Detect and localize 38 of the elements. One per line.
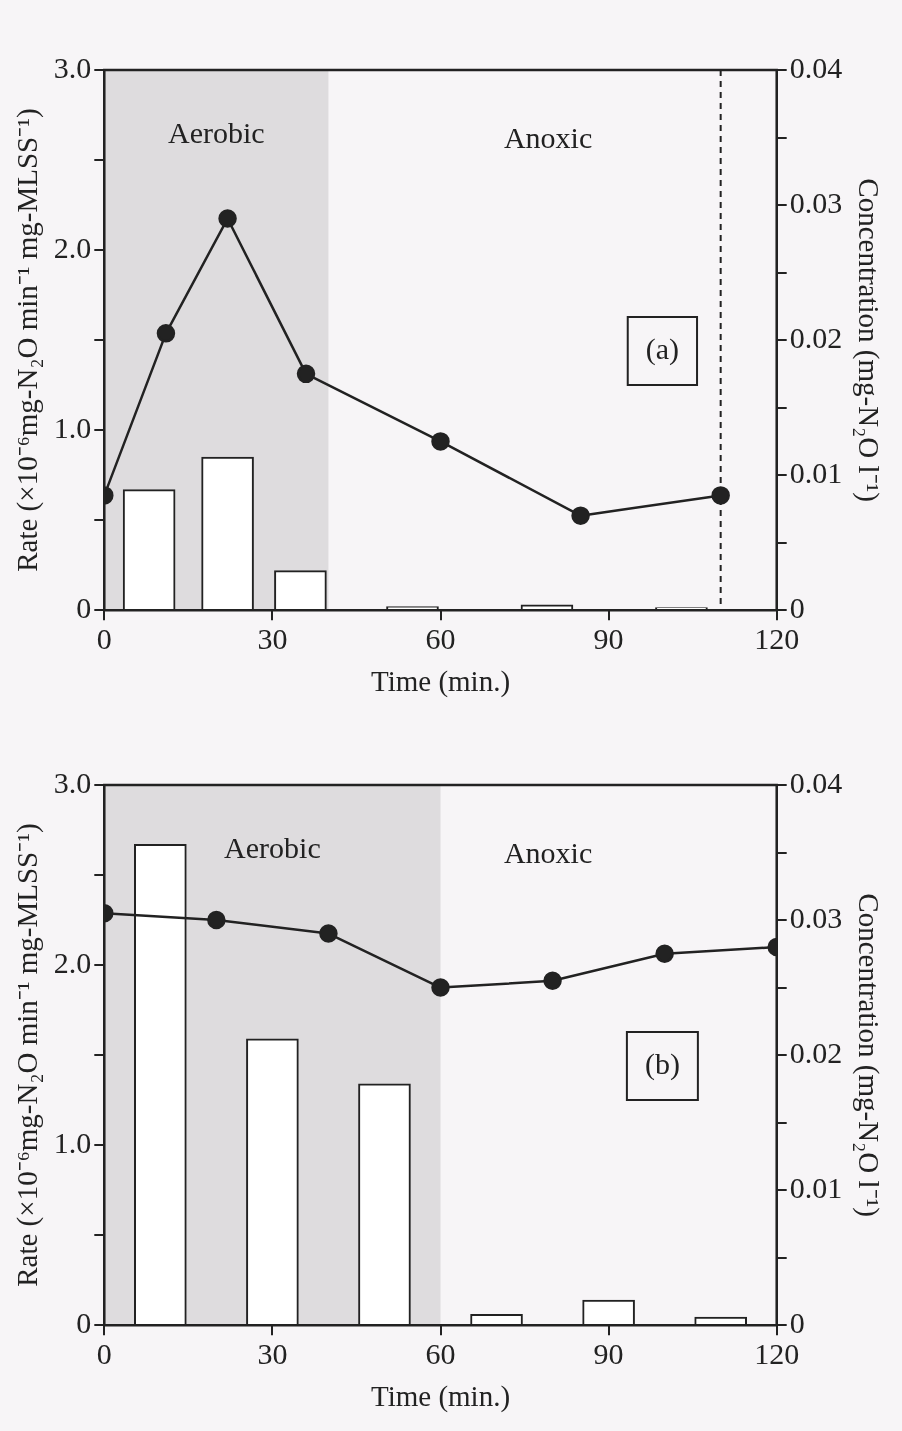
y-axis-title: Rate (×10⁻⁶mg-N₂O min⁻¹ mg-MLSS⁻¹) — [11, 823, 45, 1287]
y2-axis-title: Concentration (mg-N₂O l⁻¹) — [851, 178, 885, 502]
x-axis-title: Time (min.) — [370, 665, 511, 699]
y-tick-label: 2.0 — [53, 945, 92, 979]
x-tick-label: 30 — [257, 1337, 288, 1371]
annotation: Anoxic — [503, 121, 593, 155]
y2-tick-label: 0.01 — [789, 1171, 843, 1205]
y2-tick-label: 0.02 — [789, 320, 843, 354]
y2-tick-label: 0.03 — [789, 185, 843, 219]
y2-tick-label: 0.03 — [789, 900, 843, 934]
band-label: Aerobic — [224, 830, 321, 864]
band-label: Aerobic — [168, 115, 265, 149]
y-tick-label: 2.0 — [53, 230, 92, 264]
x-tick-label: 120 — [754, 1337, 800, 1371]
y-tick-label: 1.0 — [53, 1126, 92, 1160]
y2-axis-title: Concentration (mg-N₂O l⁻¹) — [851, 893, 885, 1217]
y-tick-label: 3.0 — [53, 765, 92, 799]
x-tick-label: 120 — [754, 622, 800, 656]
y-tick-label: 3.0 — [53, 50, 92, 84]
y2-tick-label: 0.02 — [789, 1035, 843, 1069]
x-tick-label: 90 — [593, 622, 624, 656]
x-tick-label: 60 — [425, 622, 456, 656]
annotation: Anoxic — [503, 836, 593, 870]
y2-tick-label: 0.01 — [789, 456, 843, 490]
annotation: (b) — [644, 1046, 680, 1081]
x-axis-title: Time (min.) — [370, 1380, 511, 1414]
y-tick-label: 0 — [76, 1306, 92, 1340]
y2-tick-label: 0.04 — [789, 50, 843, 84]
y2-tick-label: 0.04 — [789, 765, 843, 799]
y-tick-label: 0 — [76, 591, 92, 625]
x-tick-label: 30 — [257, 622, 288, 656]
y-tick-label: 1.0 — [53, 411, 92, 445]
x-tick-label: 60 — [425, 1337, 456, 1371]
annotation: (a) — [645, 331, 680, 366]
x-tick-label: 90 — [593, 1337, 624, 1371]
y2-tick-label: 0 — [789, 1306, 805, 1340]
y2-tick-label: 0 — [789, 591, 805, 625]
y-axis-title: Rate (×10⁻⁶mg-N₂O min⁻¹ mg-MLSS⁻¹) — [11, 108, 45, 572]
